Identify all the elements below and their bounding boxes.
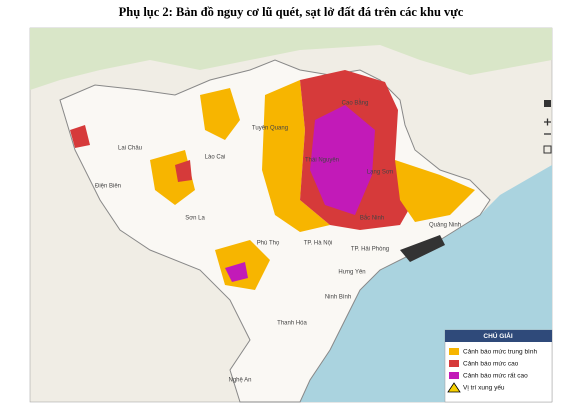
place-label: Lào Cai — [205, 155, 226, 161]
map-controls — [543, 100, 552, 154]
legend-label: Cảnh báo mức rất cao — [463, 371, 528, 380]
place-label: Điện Biên — [95, 184, 121, 190]
legend-swatch — [449, 372, 459, 379]
zone-high — [175, 160, 192, 182]
map: Cao Bằng Tuyên Quang Lai Châu Lào Cai Th… — [29, 27, 553, 403]
place-label: Lai Châu — [118, 146, 142, 152]
place-label: TP. Hải Phòng — [351, 247, 389, 253]
place-label: Thanh Hóa — [277, 321, 307, 327]
legend-label: Vị trí xung yếu — [463, 383, 505, 392]
legend-label: Cảnh báo mức cao — [463, 361, 519, 368]
place-label: Phú Thọ — [257, 241, 280, 247]
zone-medium — [395, 160, 475, 222]
legend-icon — [447, 382, 461, 393]
fullscreen[interactable] — [543, 145, 552, 154]
zone-very-high — [310, 105, 375, 215]
zoom-in[interactable] — [544, 118, 551, 126]
place-label: Hưng Yên — [338, 270, 365, 276]
terrain — [30, 28, 552, 90]
zone-very-high — [225, 262, 248, 282]
place-label: Lạng Sơn — [367, 170, 393, 176]
legend-swatch — [449, 360, 459, 367]
place-label: Nghệ An — [228, 378, 251, 384]
legend-label: Cảnh báo mức trung bình — [463, 349, 537, 356]
place-label: Sơn La — [185, 216, 205, 222]
legend: CHÚ GIẢI Cảnh báo mức trung bình Cảnh bá… — [444, 329, 553, 403]
legend-title: CHÚ GIẢI — [483, 331, 512, 340]
legend-header — [445, 330, 552, 342]
page-title: Phụ lục 2: Bản đồ nguy cơ lũ quét, sạt l… — [119, 5, 464, 19]
place-label: Quảng Ninh — [429, 223, 461, 229]
zone-high — [70, 125, 90, 148]
legend-swatch — [449, 348, 459, 355]
place-label: Cao Bằng — [342, 100, 369, 107]
print-button[interactable] — [544, 100, 551, 107]
islands — [400, 235, 445, 262]
place-label: Thái Nguyên — [305, 158, 339, 164]
zone-medium — [262, 80, 330, 232]
place-label: TP. Hà Nội — [304, 241, 333, 247]
zone-medium — [200, 88, 240, 140]
place-label: Ninh Bình — [325, 295, 351, 301]
place-label: Bắc Ninh — [360, 215, 384, 222]
place-label: Tuyên Quang — [252, 126, 288, 132]
